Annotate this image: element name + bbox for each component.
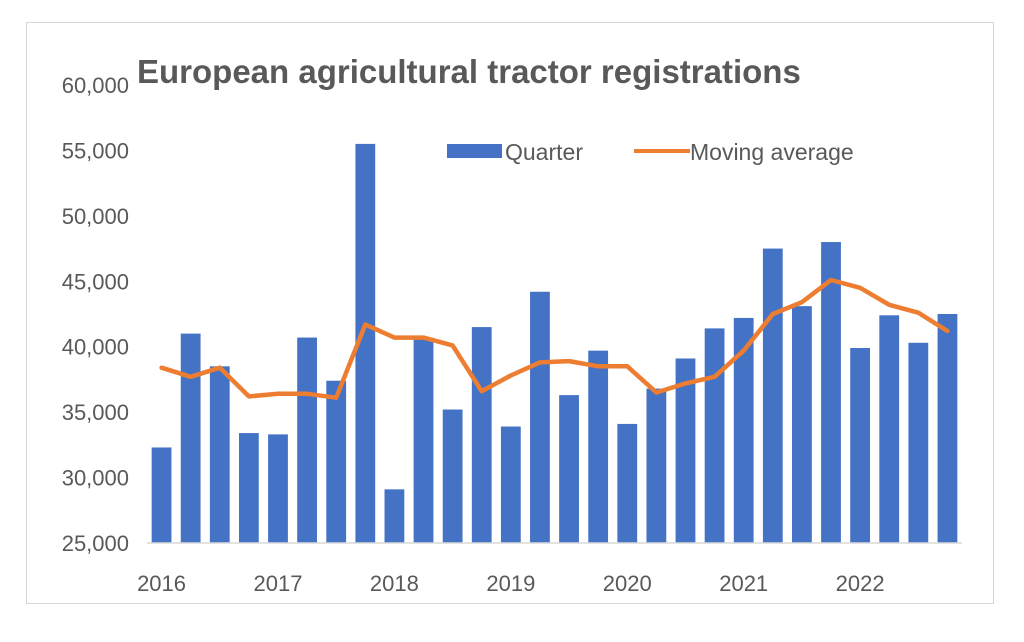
bar-quarter — [413, 337, 434, 543]
y-tick-label: 60,000 — [62, 73, 129, 98]
x-tick-label: 2022 — [836, 571, 885, 596]
y-tick-label: 40,000 — [62, 335, 129, 360]
y-tick-label: 50,000 — [62, 204, 129, 229]
bar-quarter — [704, 328, 725, 543]
x-tick-label: 2018 — [370, 571, 419, 596]
bar-quarter — [471, 327, 492, 543]
bar-quarter — [355, 143, 376, 543]
y-axis-tick-labels: 25,000 30,000 35,000 40,000 45,000 50,000 55,0… — [62, 73, 129, 556]
bar-quarter — [238, 433, 259, 543]
bar-quarter — [384, 489, 405, 543]
bar-quarter — [588, 350, 609, 543]
x-axis-tick-labels: 2016 2017 2018 2019 2020 2021 2022 — [137, 571, 885, 596]
legend: Quarter Moving average — [447, 139, 854, 165]
bar-quarter — [442, 409, 463, 543]
y-tick-label: 30,000 — [62, 466, 129, 491]
bar-quarter — [937, 314, 958, 543]
bar-quarter — [617, 423, 638, 543]
chart-frame: European agricultural tractor registrati… — [26, 22, 994, 604]
bar-quarter — [733, 317, 754, 543]
bar-quarter — [646, 388, 667, 543]
bar-quarter — [530, 291, 550, 543]
bar-quarter — [180, 333, 201, 543]
y-tick-label: 45,000 — [62, 269, 129, 294]
bar-quarter — [559, 395, 579, 543]
x-tick-label: 2017 — [254, 571, 303, 596]
moving-average-layer — [159, 277, 950, 400]
legend-label-moving-average: Moving average — [690, 139, 854, 165]
y-tick-label: 25,000 — [62, 531, 129, 556]
legend-swatch-quarter — [447, 144, 502, 158]
chart-title: European agricultural tractor registrati… — [137, 53, 801, 90]
x-tick-label: 2020 — [603, 571, 652, 596]
bar-quarter — [821, 242, 841, 543]
bar-quarter — [908, 342, 929, 543]
chart-canvas: European agricultural tractor registrati… — [62, 53, 962, 596]
x-tick-label: 2021 — [719, 571, 768, 596]
bar-quarter — [326, 380, 347, 543]
legend-label-quarter: Quarter — [505, 139, 583, 165]
bar-quarter — [209, 366, 230, 543]
moving-average-line — [159, 277, 950, 400]
bar-quarter — [762, 248, 783, 544]
y-tick-label: 35,000 — [62, 400, 129, 425]
bar-quarter — [675, 358, 696, 543]
bar-quarter — [792, 306, 812, 543]
x-tick-label: 2016 — [137, 571, 186, 596]
quarter-bars — [151, 143, 958, 544]
bar-quarter — [879, 315, 900, 543]
bar-quarter — [268, 434, 288, 543]
bar-quarter — [297, 337, 317, 543]
bar-quarter — [151, 447, 172, 543]
y-tick-label: 55,000 — [62, 138, 129, 163]
bar-quarter — [500, 426, 521, 543]
bar-quarter — [850, 348, 871, 543]
x-tick-label: 2019 — [486, 571, 535, 596]
